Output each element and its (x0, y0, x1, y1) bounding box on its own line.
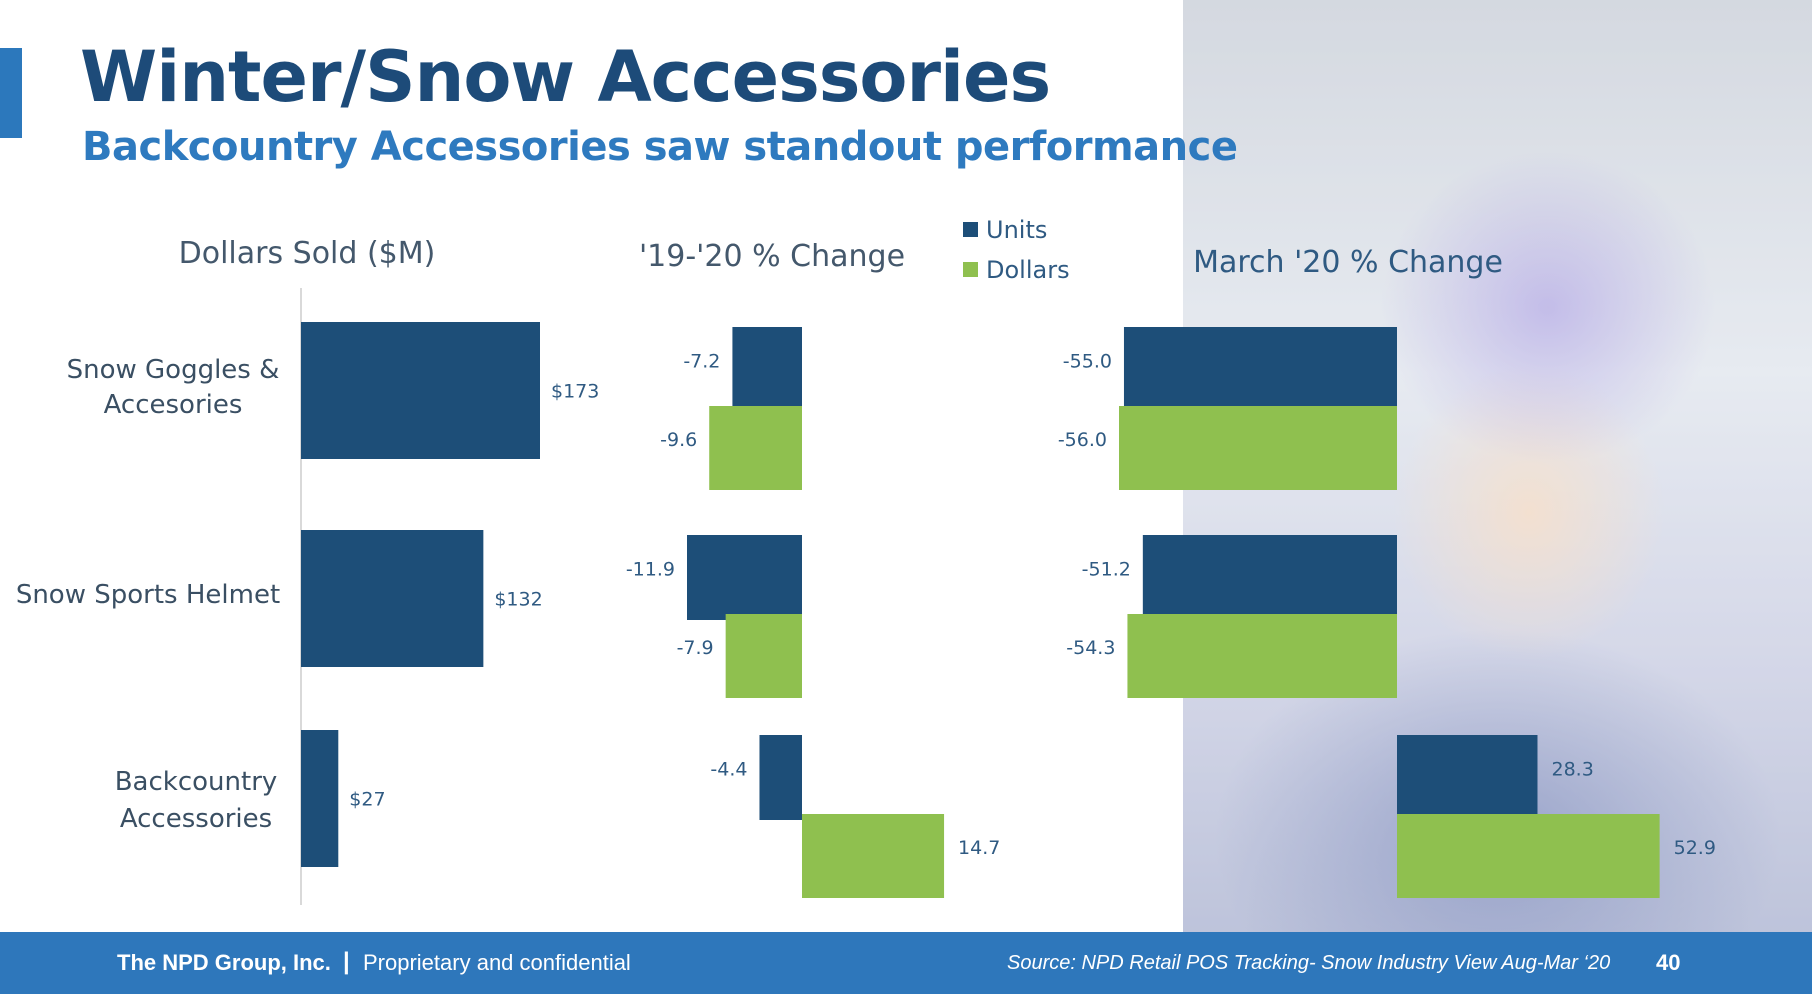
category-label-backcountry-accessories-line-1: Backcountry (115, 767, 278, 797)
bar-march-change-dollars-backcountry-accessories (1397, 814, 1660, 898)
data-label-march-change-units-snow-goggles-accesories: -55.0 (1063, 351, 1112, 373)
charts-area: Units Dollars Snow Goggles & Accesories Sn… (16, 216, 1716, 905)
legend-label-units: Units (986, 216, 1047, 244)
data-label-yoy-change-dollars-backcountry-accessories: 14.7 (958, 837, 1000, 859)
bar-dollars-sold-backcountry-accessories (301, 730, 339, 867)
background-photo (1183, 0, 1812, 932)
bar-dollars-sold-snow-sports-helmet (301, 530, 484, 667)
footer-separator: | (343, 948, 350, 975)
bar-march-change-units-backcountry-accessories (1397, 735, 1538, 820)
category-label-snow-goggles-accesories-line-2: Accesories (104, 390, 243, 420)
bar-yoy-change-dollars-snow-goggles-accesories (709, 406, 802, 490)
category-label-snow-goggles-accesories-line-1: Snow Goggles & (67, 355, 280, 385)
data-label-march-change-dollars-snow-sports-helmet: -54.3 (1066, 637, 1115, 659)
footer-source: Source: NPD Retail POS Tracking- Snow In… (1007, 952, 1611, 974)
category-label-backcountry-accessories-line-2: Accessories (120, 804, 272, 834)
data-label-march-change-dollars-backcountry-accessories: 52.9 (1674, 837, 1716, 859)
bar-march-change-dollars-snow-goggles-accesories (1119, 406, 1397, 490)
bar-march-change-units-snow-goggles-accesories (1123, 327, 1397, 412)
data-label-march-change-dollars-snow-goggles-accesories: -56.0 (1058, 429, 1107, 451)
bar-march-change-dollars-snow-sports-helmet (1127, 614, 1397, 698)
page-number: 40 (1656, 950, 1681, 975)
data-label-dollars-sold-backcountry-accessories: $27 (349, 789, 385, 811)
bar-yoy-change-units-snow-goggles-accesories (732, 327, 802, 412)
chart-title-march-change: March '20 % Change (1193, 245, 1503, 280)
legend: Units Dollars (963, 216, 1070, 284)
legend-swatch-dollars (963, 262, 978, 277)
data-label-yoy-change-units-backcountry-accessories: -4.4 (710, 759, 747, 781)
page-title: Winter/Snow Accessories (80, 36, 1051, 118)
footer-bar: The NPD Group, Inc. | Proprietary and co… (0, 932, 1812, 994)
data-label-yoy-change-units-snow-sports-helmet: -11.9 (626, 559, 675, 581)
footer-confidential: Proprietary and confidential (363, 950, 631, 975)
page-subtitle: Backcountry Accessories saw standout per… (82, 124, 1238, 170)
bar-yoy-change-units-snow-sports-helmet (687, 535, 802, 620)
legend-label-dollars: Dollars (986, 256, 1070, 284)
data-label-yoy-change-dollars-snow-goggles-accesories: -9.6 (660, 429, 697, 451)
data-label-march-change-units-backcountry-accessories: 28.3 (1551, 759, 1593, 781)
data-label-march-change-units-snow-sports-helmet: -51.2 (1082, 559, 1131, 581)
chart-title-yoy-change: '19-'20 % Change (639, 239, 905, 274)
category-label-snow-sports-helmet: Snow Sports Helmet (16, 580, 280, 610)
bar-yoy-change-dollars-backcountry-accessories (802, 814, 945, 898)
bar-dollars-sold-snow-goggles-accesories (301, 322, 540, 459)
data-label-yoy-change-units-snow-goggles-accesories: -7.2 (683, 351, 720, 373)
bar-yoy-change-units-backcountry-accessories (759, 735, 802, 820)
footer-company: The NPD Group, Inc. (117, 950, 331, 975)
bar-yoy-change-dollars-snow-sports-helmet (725, 614, 802, 698)
legend-swatch-units (963, 222, 978, 237)
chart-title-dollars-sold: Dollars Sold ($M) (179, 236, 436, 271)
data-label-yoy-change-dollars-snow-sports-helmet: -7.9 (677, 637, 714, 659)
data-label-dollars-sold-snow-sports-helmet: $132 (494, 589, 542, 611)
data-label-dollars-sold-snow-goggles-accesories: $173 (551, 381, 599, 403)
bar-march-change-units-snow-sports-helmet (1142, 535, 1397, 620)
title-accent-bar (0, 48, 22, 138)
